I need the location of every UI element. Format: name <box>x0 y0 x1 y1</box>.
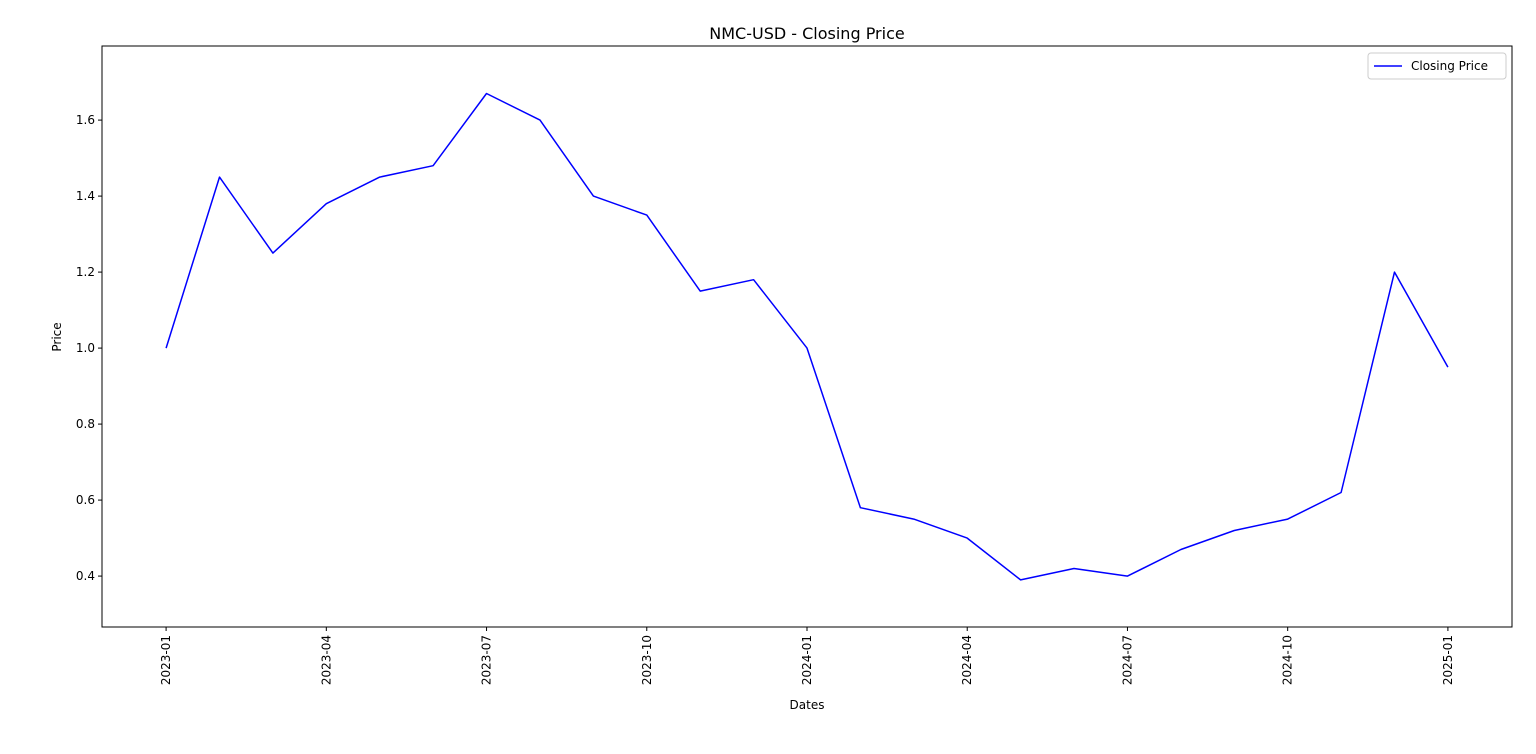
y-tick-label: 0.4 <box>76 569 95 583</box>
x-tick-label: 2024-04 <box>960 635 974 685</box>
legend-box <box>1367 52 1507 80</box>
x-tick-label: 2025-01 <box>1441 635 1455 685</box>
legend-label: Closing Price <box>1411 59 1488 73</box>
x-tick-label: 2024-01 <box>800 635 814 685</box>
y-tick-label: 1.4 <box>76 189 95 203</box>
x-axis-label: Dates <box>790 698 825 712</box>
chart-title: NMC-USD - Closing Price <box>709 24 904 43</box>
x-tick-label: 2023-07 <box>480 635 494 685</box>
y-tick-label: 1.2 <box>76 265 95 279</box>
x-tick-label: 2024-07 <box>1120 635 1134 685</box>
y-axis-label: Price <box>50 322 64 351</box>
y-tick-label: 1.0 <box>76 341 95 355</box>
x-tick-label: 2023-10 <box>640 635 654 685</box>
x-tick-label: 2023-01 <box>159 635 173 685</box>
y-tick-label: 0.6 <box>76 493 95 507</box>
plot-frame <box>101 45 1513 628</box>
x-tick-label: 2024-10 <box>1281 635 1295 685</box>
price-line <box>165 92 1449 581</box>
y-tick-label: 0.8 <box>76 417 95 431</box>
x-tick-label: 2023-04 <box>319 635 333 685</box>
y-tick-label: 1.6 <box>76 113 95 127</box>
